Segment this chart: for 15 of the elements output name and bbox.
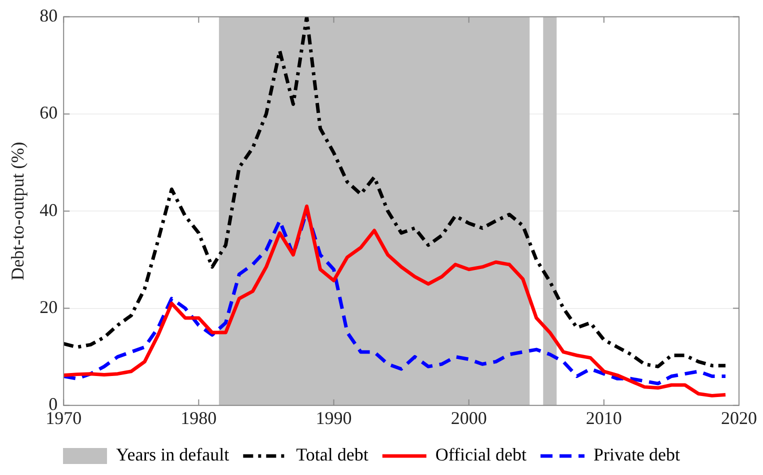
y-tick-label: 20 <box>40 296 58 317</box>
legend-label: Official debt <box>435 444 527 465</box>
x-tick-label: 1990 <box>316 408 352 428</box>
legend-label: Total debt <box>296 444 368 465</box>
legend-label: Years in default <box>116 444 230 465</box>
legend-label: Private debt <box>594 444 680 465</box>
y-tick-label: 40 <box>40 200 58 220</box>
x-tick-label: 2020 <box>721 408 757 428</box>
y-tick-label: 80 <box>40 6 58 26</box>
line-series <box>64 16 728 368</box>
y-axis-title: Debt-to-output (%) <box>8 142 28 280</box>
x-tick-label: 2010 <box>586 408 622 428</box>
y-tick-label: 60 <box>40 102 58 123</box>
x-tick-label: 2000 <box>450 408 487 428</box>
x-tick-label: 1980 <box>180 408 217 428</box>
